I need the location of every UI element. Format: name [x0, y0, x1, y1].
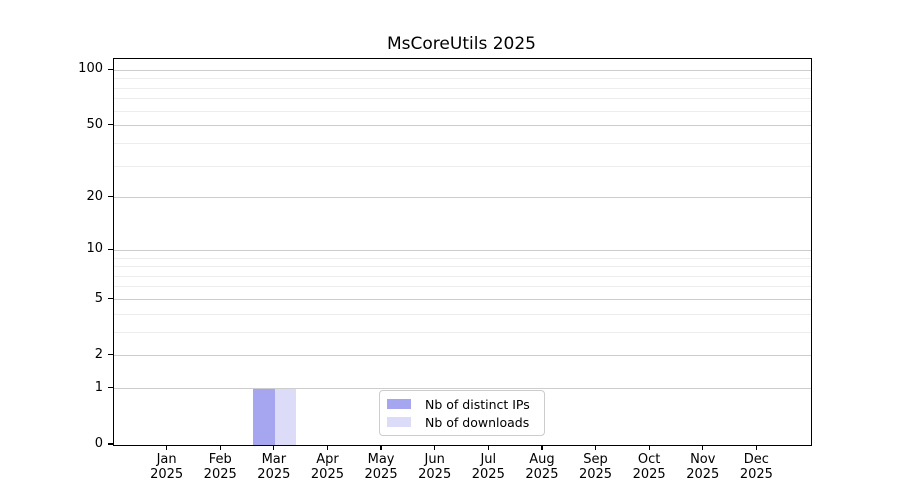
x-axis-tick	[219, 445, 221, 450]
x-axis-tick-label: Jan 2025	[137, 452, 197, 482]
gridline-major	[114, 125, 811, 127]
x-tick-year: 2025	[525, 466, 559, 482]
gridline-minor	[114, 331, 811, 333]
bar-nb-of-downloads	[274, 388, 297, 445]
gridline-major	[114, 197, 811, 199]
x-tick-month: Aug	[529, 452, 555, 467]
x-tick-year: 2025	[471, 466, 505, 482]
x-axis-tick-label: Dec 2025	[726, 452, 786, 482]
y-axis-tick	[108, 443, 113, 445]
x-axis-tick-label: May 2025	[351, 452, 411, 482]
bar-nb-of-distinct-ips	[253, 388, 275, 445]
y-axis-tick	[108, 297, 113, 300]
gridline-major	[114, 299, 811, 300]
plot-area: Nb of distinct IPs Nb of downloads	[113, 58, 812, 446]
y-axis-tick-label: 10	[86, 241, 103, 257]
x-axis-tick-label: Nov 2025	[673, 452, 733, 482]
x-axis-tick	[541, 445, 543, 450]
gridline-minor	[114, 286, 811, 288]
x-axis-tick	[755, 445, 757, 450]
y-axis-tick-label: 100	[78, 61, 103, 77]
legend-swatch-distinct-ips	[387, 399, 411, 409]
gridline-minor	[114, 78, 811, 80]
x-tick-month: Apr	[316, 452, 339, 467]
x-axis-tick	[380, 445, 382, 450]
legend: Nb of distinct IPs Nb of downloads	[379, 390, 545, 436]
y-axis-tick-label: 1	[94, 379, 103, 395]
gridline-major	[114, 388, 811, 390]
x-tick-year: 2025	[739, 466, 773, 482]
x-tick-month: Jan	[156, 452, 177, 467]
x-tick-year: 2025	[686, 466, 720, 482]
x-tick-month: Jul	[480, 452, 497, 467]
y-axis-tick-label: 20	[86, 188, 103, 204]
gridline-major	[114, 355, 811, 357]
y-axis-tick	[108, 124, 113, 126]
x-tick-year: 2025	[150, 466, 184, 482]
x-axis-tick	[166, 445, 168, 450]
y-axis-tick-label: 50	[86, 116, 103, 132]
x-tick-month: Dec	[743, 452, 769, 467]
y-axis-tick	[108, 68, 113, 70]
gridline-minor	[114, 313, 811, 315]
x-tick-month: May	[367, 452, 395, 467]
x-tick-year: 2025	[257, 466, 291, 482]
x-tick-month: Nov	[690, 452, 716, 467]
x-axis-tick	[594, 445, 597, 450]
x-tick-month: Oct	[637, 452, 661, 467]
x-tick-month: Mar	[261, 452, 287, 467]
legend-item-downloads: Nb of downloads	[387, 413, 536, 431]
x-axis-tick-label: Sep 2025	[566, 452, 626, 482]
x-tick-year: 2025	[203, 466, 237, 482]
gridline-minor	[114, 98, 811, 100]
gridline-minor	[114, 87, 811, 89]
gridline-major	[114, 249, 811, 251]
x-axis-tick-label: Mar 2025	[244, 452, 304, 482]
x-axis-tick-label: Feb 2025	[190, 452, 250, 482]
x-tick-month: Jun	[424, 452, 445, 467]
x-tick-year: 2025	[578, 466, 613, 482]
y-axis-tick	[108, 196, 113, 198]
grid-layer	[114, 59, 811, 445]
legend-item-distinct-ips: Nb of distinct IPs	[387, 395, 536, 413]
x-axis-tick	[702, 445, 704, 450]
gridline-minor	[114, 110, 811, 112]
x-tick-year: 2025	[310, 466, 344, 482]
legend-label-distinct-ips: Nb of distinct IPs	[425, 396, 530, 412]
x-axis-tick	[273, 445, 275, 450]
x-tick-year: 2025	[364, 466, 398, 482]
gridline-minor	[114, 165, 811, 167]
x-axis-tick	[648, 445, 650, 450]
y-axis-tick	[108, 248, 113, 250]
x-axis-tick-label: Oct 2025	[619, 452, 679, 482]
gridline-major	[114, 69, 811, 71]
y-axis-tick-label: 2	[94, 346, 103, 362]
gridline-minor	[114, 142, 811, 144]
legend-swatch-downloads	[387, 417, 411, 427]
x-axis-tick-label: Jul 2025	[458, 452, 518, 482]
chart-title: MsCoreUtils 2025	[387, 34, 536, 54]
x-tick-month: Feb	[208, 452, 232, 467]
y-axis-tick	[108, 354, 113, 356]
x-axis-tick-label: Apr 2025	[297, 452, 357, 482]
x-tick-year: 2025	[418, 466, 452, 482]
x-axis-tick-label: Jun 2025	[405, 452, 465, 482]
x-axis-tick	[326, 445, 329, 450]
bar-layer	[114, 59, 811, 445]
gridline-minor	[114, 275, 811, 277]
gridline-minor	[114, 266, 811, 268]
x-axis-tick	[434, 445, 436, 450]
y-axis-tick	[108, 387, 113, 389]
legend-label-downloads: Nb of downloads	[425, 414, 530, 430]
gridline-minor	[114, 257, 811, 259]
x-tick-year: 2025	[632, 466, 666, 482]
y-axis-tick-label: 0	[94, 436, 103, 451]
x-axis-tick-label: Aug 2025	[512, 452, 572, 482]
x-axis-tick	[487, 445, 489, 450]
y-axis-tick-label: 5	[94, 290, 103, 306]
x-tick-month: Sep	[583, 452, 608, 467]
